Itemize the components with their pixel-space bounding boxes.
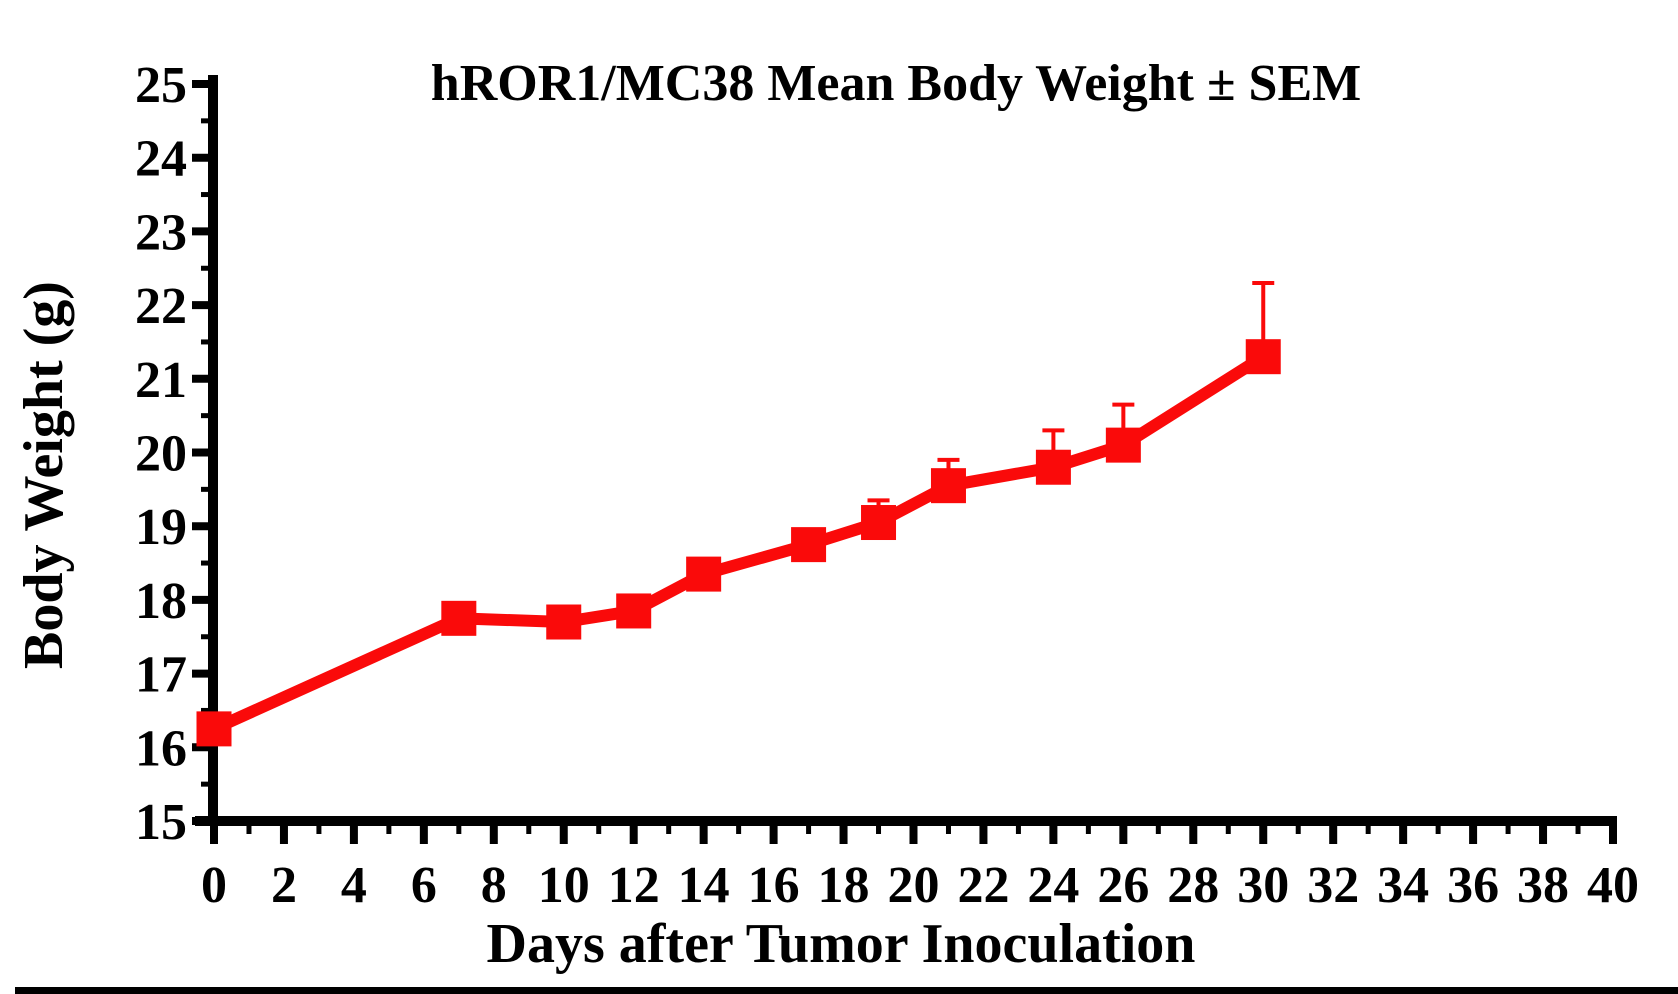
x-tick-label: 26	[1097, 857, 1149, 914]
data-point-marker	[616, 593, 652, 629]
x-axis-label: Days after Tumor Inoculation	[486, 913, 1196, 975]
x-tick-label: 6	[411, 857, 437, 914]
x-tick-label: 32	[1307, 857, 1359, 914]
x-tick-label: 20	[888, 857, 940, 914]
bottom-border	[15, 987, 1678, 994]
y-tick-label: 19	[135, 499, 187, 556]
data-point-marker	[1035, 449, 1071, 485]
y-tick-label: 22	[135, 278, 187, 335]
chart-title: hROR1/MC38 Mean Body Weight ± SEM	[430, 55, 1362, 112]
x-tick-label: 4	[341, 857, 367, 914]
x-tick-label: 22	[957, 857, 1009, 914]
data-point-marker	[791, 527, 827, 563]
x-tick-label: 24	[1027, 857, 1079, 914]
x-tick-label: 10	[538, 857, 590, 914]
data-point-marker	[1245, 339, 1281, 375]
x-tick-label: 28	[1167, 857, 1219, 914]
y-tick-label: 17	[135, 647, 187, 704]
x-tick-label: 40	[1587, 857, 1639, 914]
x-tick-label: 2	[271, 857, 297, 914]
y-tick-label: 21	[135, 352, 187, 409]
data-point-marker	[441, 600, 477, 636]
x-tick-label: 12	[608, 857, 660, 914]
x-tick-label: 36	[1447, 857, 1499, 914]
y-tick-label: 24	[135, 131, 187, 188]
x-tick-label: 0	[201, 857, 227, 914]
y-axis-label: Body Weight (g)	[13, 281, 75, 669]
series-line	[211, 351, 1267, 735]
data-point-marker	[686, 556, 722, 592]
data-point-marker	[930, 468, 966, 504]
x-tick-label: 8	[481, 857, 507, 914]
y-tick-label: 16	[135, 720, 187, 777]
data-point-marker	[1105, 427, 1141, 463]
x-tick-label: 16	[748, 857, 800, 914]
x-tick-label: 18	[818, 857, 870, 914]
data-point-marker	[196, 711, 232, 747]
x-tick-label: 34	[1377, 857, 1429, 914]
x-tick-label: 38	[1517, 857, 1569, 914]
y-tick-label: 18	[135, 573, 187, 630]
data-point-marker	[546, 604, 582, 640]
y-tick-label: 23	[135, 204, 187, 261]
y-tick-label: 20	[135, 426, 187, 483]
y-tick-label: 25	[135, 57, 187, 114]
x-tick-label: 30	[1237, 857, 1289, 914]
y-tick-label: 15	[135, 794, 187, 851]
x-tick-label: 14	[678, 857, 730, 914]
data-point-marker	[861, 505, 897, 541]
